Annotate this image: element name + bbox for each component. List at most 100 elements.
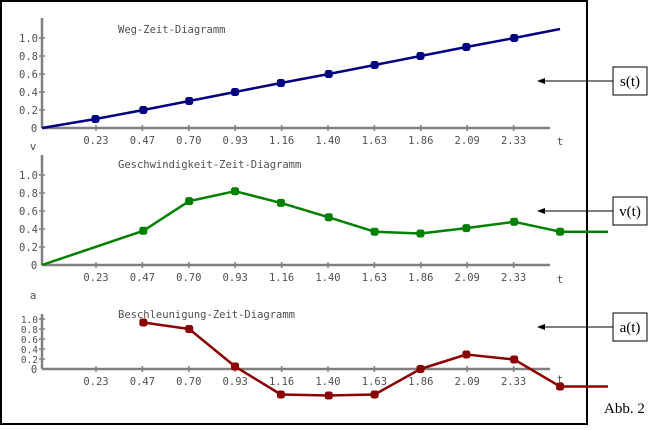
x-tick-label: 1.40 xyxy=(315,135,340,147)
data-point xyxy=(324,70,333,78)
x-axis-label: t xyxy=(557,373,564,386)
origin-label: 0 xyxy=(31,123,37,135)
data-point xyxy=(556,227,565,236)
x-tick-label: 0.70 xyxy=(176,376,201,388)
callout-box xyxy=(612,196,648,226)
x-tick-label: 0.47 xyxy=(130,135,155,147)
callout-label: s(t) xyxy=(620,74,640,90)
series-line xyxy=(41,189,608,267)
y-tick-label: 0.6 xyxy=(19,69,38,81)
x-tick-label: 0.23 xyxy=(83,376,108,388)
x-tick-label: 0.93 xyxy=(223,135,248,147)
data-point xyxy=(510,355,519,364)
data-point xyxy=(185,197,194,206)
chart-title: Geschwindigkeit-Zeit-Diagramm xyxy=(118,159,301,171)
x-tick-label: 2.09 xyxy=(455,272,480,284)
x-tick-label: 1.16 xyxy=(269,376,294,388)
x-tick-label: 2.33 xyxy=(501,135,526,147)
data-point xyxy=(462,43,471,51)
x-tick-label: 2.33 xyxy=(501,272,526,284)
origin-label: 0 xyxy=(31,260,37,272)
chart-frame xyxy=(0,0,588,425)
data-point xyxy=(462,350,471,359)
x-tick-label: 2.09 xyxy=(455,135,480,147)
callout-arrowhead xyxy=(537,78,545,84)
y-tick-label: 0.8 xyxy=(19,51,38,63)
data-point xyxy=(276,79,285,87)
data-point xyxy=(416,52,425,60)
figure-caption: Abb. 2 xyxy=(604,401,645,417)
callout-at: a(t) xyxy=(537,312,648,342)
y-tick-label: 1.0 xyxy=(19,170,38,182)
data-point xyxy=(231,187,240,196)
data-point xyxy=(370,227,379,236)
y-tick-label: 0.2 xyxy=(19,242,38,254)
data-point xyxy=(231,88,240,96)
data-point xyxy=(510,217,519,226)
y-tick-label: 1.0 xyxy=(21,315,38,326)
x-tick-label: 0.70 xyxy=(176,272,201,284)
data-point xyxy=(370,390,379,399)
data-point xyxy=(276,390,285,399)
x-tick-label: 1.16 xyxy=(269,135,294,147)
x-tick-label: 1.86 xyxy=(408,272,433,284)
data-point xyxy=(185,325,194,333)
x-tick-label: 0.93 xyxy=(223,376,248,388)
x-axis-label: t xyxy=(557,273,564,286)
y-tick-label: 0.8 xyxy=(19,188,38,200)
x-tick-label: 1.86 xyxy=(408,376,433,388)
panel-3: 0.23 0.47 0.70 0.93 1.16 1.40 1.63 1.86 2.09 2.33… xyxy=(21,289,608,400)
panel-2: 0.23 0.47 0.70 0.93 1.16 1.40 1.63 1.86 2.09 2.33… xyxy=(19,140,608,286)
x-tick-label: 0.93 xyxy=(223,272,248,284)
x-tick-label: 0.23 xyxy=(83,135,108,147)
data-point xyxy=(324,391,333,400)
x-tick-label: 1.40 xyxy=(315,272,340,284)
callout-label: v(t) xyxy=(619,204,641,220)
x-tick-label: 2.09 xyxy=(455,376,480,388)
y-tick-label: 0.4 xyxy=(19,87,38,99)
data-point xyxy=(324,213,333,222)
y-tick-label: 0.6 xyxy=(19,206,38,218)
data-point xyxy=(370,61,379,69)
data-point xyxy=(231,362,240,371)
data-point xyxy=(416,229,425,238)
x-tick-label: 1.63 xyxy=(362,135,387,147)
data-point xyxy=(510,34,519,42)
data-point xyxy=(416,365,425,373)
y-tick-label: 0.8 xyxy=(21,325,38,336)
data-point xyxy=(185,97,194,105)
callout-st: s(t) xyxy=(537,66,648,96)
x-tick-label: 1.63 xyxy=(362,272,387,284)
origin-label: 0 xyxy=(31,364,37,376)
panel-1: 0.23 0.47 0.70 0.93 1.16 1.40 1.63 1.86 2.09 2.33… xyxy=(19,18,563,148)
y-tick-label: 0.4 xyxy=(21,345,38,356)
callout-vt: v(t) xyxy=(537,196,648,226)
data-point xyxy=(556,382,565,391)
callout-box xyxy=(612,312,648,342)
x-tick-label: 1.40 xyxy=(315,376,340,388)
x-tick-label: 0.23 xyxy=(83,272,108,284)
x-tick-label: 1.63 xyxy=(362,376,387,388)
x-tick-label: 1.86 xyxy=(408,135,433,147)
x-axis-label: t xyxy=(557,135,564,148)
callout-label: a(t) xyxy=(620,320,641,336)
data-point xyxy=(139,318,148,327)
callout-box xyxy=(612,66,648,96)
x-tick-label: 0.47 xyxy=(130,272,155,284)
y-tick-label: 1.0 xyxy=(19,33,38,45)
series-line xyxy=(41,27,561,130)
data-point xyxy=(139,226,148,235)
y-tick-label: 0.4 xyxy=(19,224,38,236)
y-axis-label: a xyxy=(30,289,37,302)
data-point xyxy=(139,106,148,114)
chart-title: Weg-Zeit-Diagramm xyxy=(118,24,225,36)
y-tick-label: 0.6 xyxy=(21,335,38,346)
callout-arrowhead xyxy=(537,208,545,214)
data-point xyxy=(91,115,100,123)
y-tick-label: 0.2 xyxy=(21,355,38,366)
data-point xyxy=(462,224,471,233)
x-tick-label: 0.47 xyxy=(130,376,155,388)
x-tick-label: 1.16 xyxy=(269,272,294,284)
